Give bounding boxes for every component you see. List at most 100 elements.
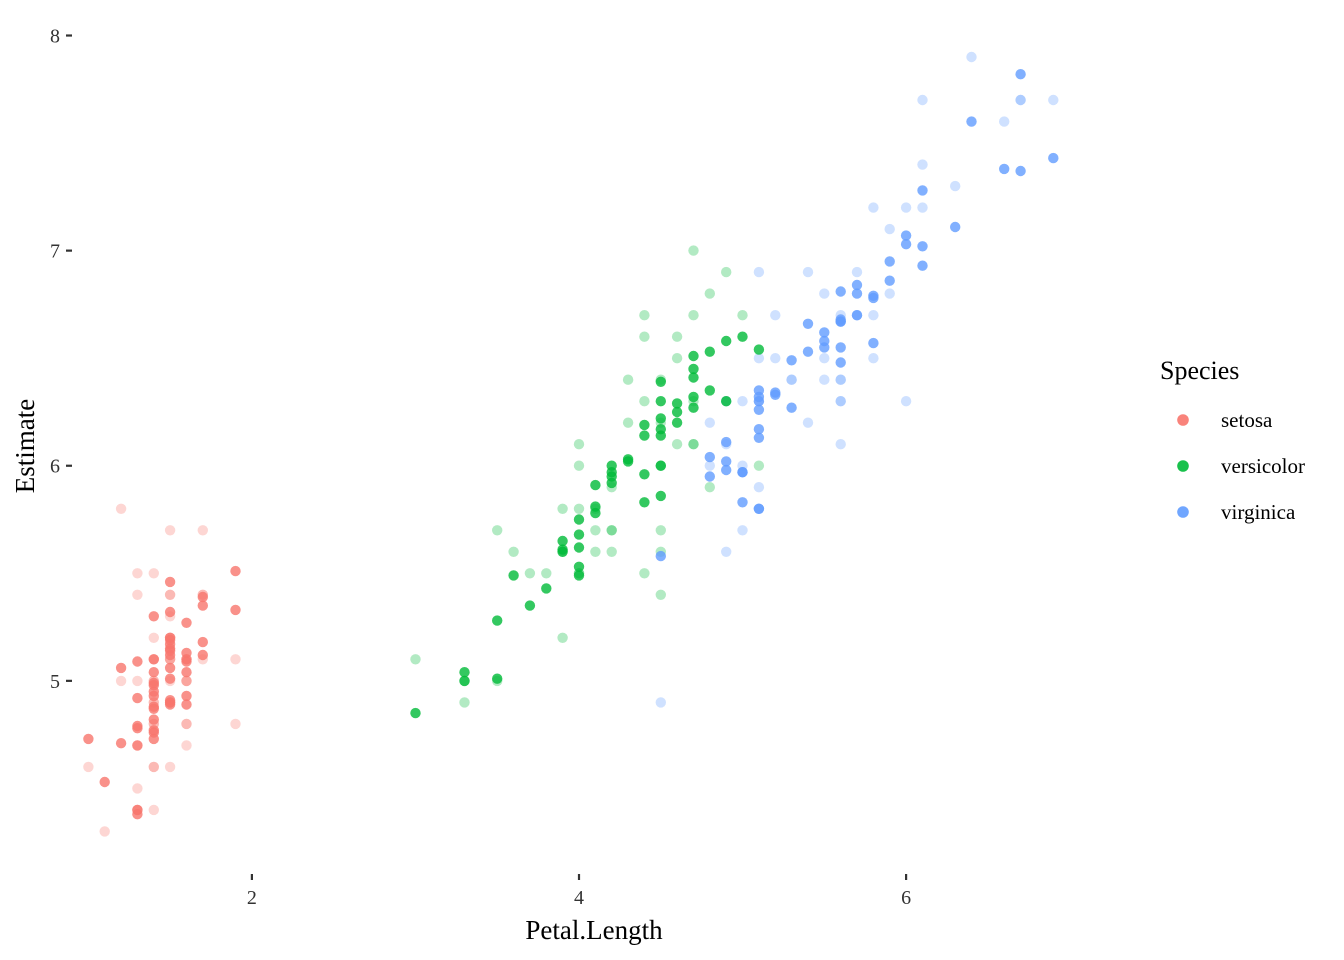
estimate-point-versicolor	[655, 376, 666, 387]
estimate-point-virginica	[786, 355, 797, 366]
observed-point-versicolor	[590, 546, 601, 557]
estimate-point-virginica	[802, 318, 814, 329]
estimate-point-setosa	[148, 667, 159, 678]
estimate-point-virginica	[950, 221, 961, 233]
observed-point-virginica	[819, 353, 830, 364]
estimate-point-virginica	[868, 290, 879, 301]
estimate-point-virginica	[884, 275, 895, 286]
observed-point-versicolor	[639, 568, 650, 579]
observed-point-setosa	[132, 589, 143, 600]
observed-point-setosa	[230, 718, 241, 730]
estimate-point-versicolor	[573, 514, 585, 525]
observed-point-setosa	[148, 761, 159, 773]
observed-point-virginica	[917, 202, 928, 213]
observed-point-virginica	[786, 374, 797, 385]
observed-point-versicolor	[606, 546, 617, 557]
observed-point-virginica	[884, 223, 895, 235]
estimate-point-virginica	[999, 163, 1010, 175]
observed-point-setosa	[83, 761, 94, 773]
estimate-point-versicolor	[622, 454, 634, 465]
estimate-point-versicolor	[671, 406, 683, 418]
estimate-point-versicolor	[410, 707, 421, 719]
observed-point-versicolor	[639, 310, 650, 321]
estimate-point-virginica	[737, 497, 748, 508]
observed-point-setosa	[164, 525, 176, 536]
estimate-point-virginica	[704, 451, 715, 463]
observed-point-versicolor	[524, 568, 536, 579]
y-tick-label: 8	[50, 26, 60, 48]
observed-point-versicolor	[671, 439, 683, 450]
observed-point-setosa	[181, 675, 192, 687]
estimate-point-setosa	[164, 576, 176, 588]
observed-point-versicolor	[737, 310, 748, 321]
observed-point-versicolor	[704, 482, 715, 493]
observed-point-versicolor	[639, 396, 650, 407]
estimate-point-setosa	[164, 645, 176, 656]
observed-point-virginica	[868, 202, 879, 213]
estimate-point-virginica	[721, 464, 732, 476]
estimate-point-virginica	[721, 436, 732, 448]
estimate-point-virginica	[835, 342, 846, 353]
observed-point-setosa	[181, 740, 192, 751]
estimate-point-versicolor	[459, 675, 470, 687]
observed-point-versicolor	[622, 417, 634, 428]
estimate-point-virginica	[835, 286, 846, 297]
estimate-point-setosa	[181, 647, 192, 659]
estimate-point-versicolor	[492, 615, 503, 626]
observed-point-setosa	[115, 675, 127, 687]
observed-point-versicolor	[541, 568, 552, 579]
observed-point-setosa	[181, 718, 192, 730]
legend-key-setosa	[1177, 414, 1189, 426]
estimate-point-setosa	[132, 740, 143, 751]
estimate-point-versicolor	[737, 331, 748, 342]
estimate-point-virginica	[1015, 165, 1026, 177]
observed-point-setosa	[99, 826, 110, 837]
estimate-point-setosa	[132, 804, 143, 816]
estimate-point-virginica	[753, 424, 765, 435]
estimate-point-versicolor	[688, 363, 699, 375]
estimate-point-setosa	[132, 723, 143, 734]
estimate-point-versicolor	[688, 372, 699, 383]
estimate-point-virginica	[917, 260, 928, 271]
legend-label-setosa: setosa	[1221, 408, 1273, 432]
observed-point-setosa	[181, 718, 192, 730]
observed-point-setosa	[148, 761, 159, 773]
estimate-point-setosa	[181, 690, 192, 702]
estimate-point-versicolor	[573, 561, 585, 572]
y-axis-title: Estimate	[10, 399, 40, 493]
estimate-point-versicolor	[541, 583, 552, 594]
observed-point-virginica	[868, 353, 879, 364]
estimate-point-versicolor	[524, 600, 536, 611]
estimate-point-setosa	[148, 703, 159, 714]
estimate-point-setosa	[197, 600, 208, 611]
observed-point-versicolor	[459, 697, 470, 708]
estimate-point-versicolor	[655, 424, 666, 435]
x-tick-label: 4	[574, 887, 584, 909]
observed-point-versicolor	[573, 503, 585, 514]
estimate-point-setosa	[230, 604, 241, 616]
observed-point-setosa	[230, 654, 241, 665]
observed-point-virginica	[655, 697, 666, 708]
observed-point-virginica	[917, 94, 928, 106]
observed-point-virginica	[786, 374, 797, 385]
observed-point-virginica	[917, 159, 928, 170]
estimate-point-setosa	[148, 680, 159, 691]
observed-point-versicolor	[557, 503, 568, 514]
estimate-point-versicolor	[753, 344, 765, 355]
estimate-point-virginica	[753, 396, 765, 407]
observed-point-versicolor	[573, 439, 585, 450]
observed-point-virginica	[999, 116, 1010, 127]
observed-point-virginica	[835, 396, 846, 407]
estimate-point-versicolor	[721, 335, 732, 347]
estimate-point-versicolor	[639, 430, 650, 441]
estimate-point-setosa	[148, 733, 159, 745]
estimate-point-setosa	[132, 692, 143, 704]
observed-point-versicolor	[688, 310, 699, 321]
observed-point-versicolor	[508, 546, 519, 557]
estimate-point-versicolor	[704, 346, 715, 357]
legend-items: setosa versicolor virginica	[1177, 408, 1305, 524]
observed-point-virginica	[770, 310, 781, 321]
estimate-point-setosa	[164, 697, 176, 708]
observed-point-virginica	[950, 180, 961, 192]
estimate-point-versicolor	[688, 350, 699, 362]
